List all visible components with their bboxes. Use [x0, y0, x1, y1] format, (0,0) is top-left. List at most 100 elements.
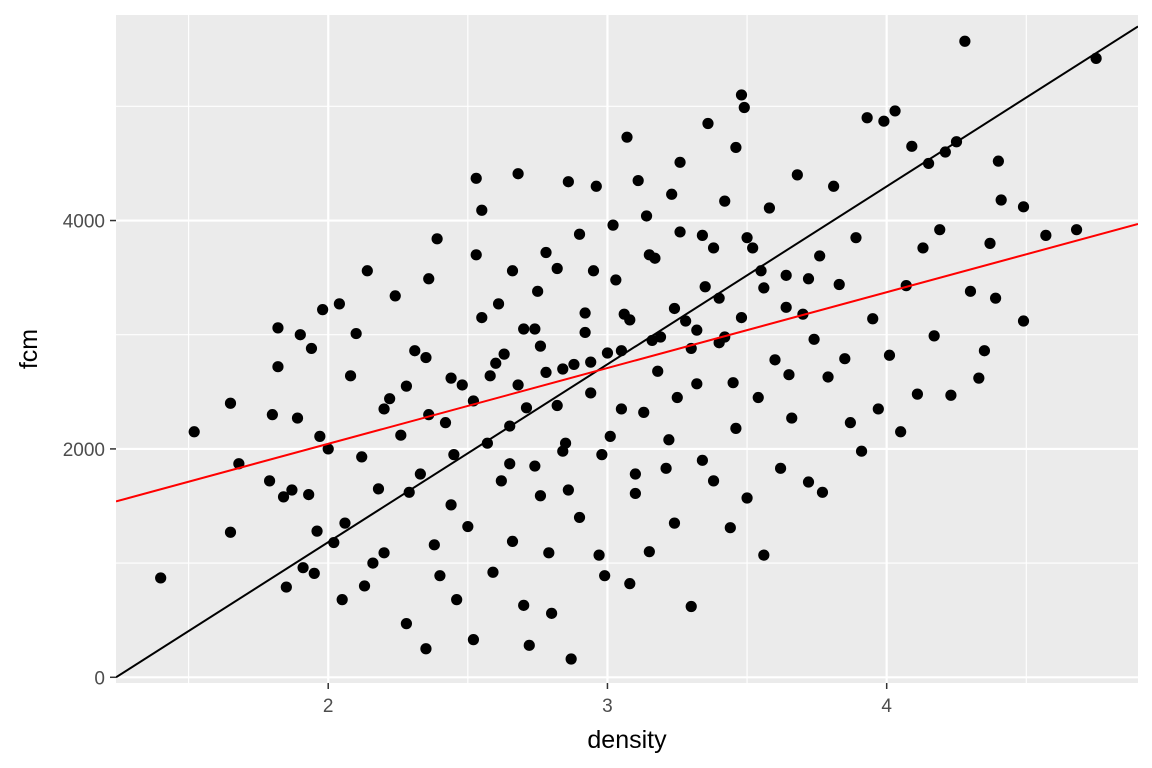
data-point: [850, 232, 862, 244]
data-point: [786, 412, 798, 424]
reference-line: [116, 25, 1138, 679]
data-point: [883, 349, 896, 361]
data-point: [780, 269, 792, 281]
data-point: [559, 437, 572, 449]
data-point: [420, 351, 432, 364]
data-point: [297, 562, 309, 574]
data-point: [724, 522, 736, 534]
data-point: [652, 365, 664, 377]
data-point: [989, 292, 1002, 304]
data-point: [308, 567, 320, 579]
data-point: [546, 607, 558, 619]
data-point: [504, 458, 516, 470]
data-point: [839, 353, 851, 365]
data-point: [590, 180, 602, 192]
data-point: [928, 330, 940, 342]
data-point: [911, 388, 924, 400]
data-point: [358, 580, 371, 592]
data-point: [587, 265, 600, 277]
data-point: [674, 156, 686, 168]
data-point: [551, 399, 563, 412]
x-axis-ticks: 2 3 4: [323, 683, 892, 717]
minor-gridlines: [116, 15, 1138, 683]
data-point: [400, 380, 413, 392]
y-tick-label: 0: [94, 668, 105, 689]
data-point: [520, 402, 533, 414]
data-point: [431, 233, 443, 245]
data-point: [562, 484, 574, 496]
data-point: [551, 262, 563, 275]
data-point: [451, 594, 463, 606]
data-point: [674, 226, 686, 238]
data-point: [959, 35, 971, 47]
data-point: [445, 499, 457, 511]
data-point: [601, 347, 614, 359]
data-point: [629, 468, 641, 480]
data-point: [361, 265, 373, 277]
x-tick-label: 2: [323, 696, 334, 717]
data-point: [448, 449, 460, 461]
data-point: [964, 285, 977, 297]
y-tick-label: 4000: [63, 212, 105, 233]
data-point: [384, 393, 396, 405]
data-point: [727, 377, 739, 389]
data-point: [565, 653, 577, 665]
data-point: [462, 520, 474, 533]
data-point: [540, 366, 552, 379]
data-point: [735, 89, 748, 101]
data-point: [280, 581, 292, 593]
x-axis-title: density: [587, 726, 667, 754]
data-point: [224, 526, 237, 538]
data-point: [730, 422, 742, 434]
data-point: [378, 403, 390, 415]
data-point: [629, 487, 641, 500]
data-point: [1017, 315, 1030, 327]
data-point: [596, 449, 608, 461]
data-point: [529, 323, 541, 335]
data-point: [439, 417, 452, 429]
data-point: [344, 370, 357, 382]
data-point: [671, 391, 683, 404]
data-point: [984, 237, 996, 249]
data-point: [599, 570, 611, 582]
data-point: [336, 594, 348, 606]
data-point: [506, 265, 519, 277]
data-point: [286, 484, 298, 496]
data-point: [607, 219, 619, 231]
data-point: [814, 250, 826, 262]
data-point: [780, 301, 792, 313]
data-point: [456, 379, 468, 391]
data-point: [822, 371, 834, 383]
data-point: [945, 389, 957, 401]
data-point: [593, 549, 605, 561]
data-point: [735, 311, 748, 324]
data-point: [573, 511, 586, 524]
data-point: [322, 443, 334, 455]
data-point: [621, 131, 633, 143]
data-point: [654, 331, 667, 343]
data-point: [470, 249, 482, 261]
data-point: [802, 273, 815, 285]
data-point: [624, 578, 636, 590]
data-point: [638, 406, 650, 418]
data-point: [155, 572, 167, 584]
data-point: [906, 140, 918, 152]
data-point: [707, 242, 720, 254]
data-point: [668, 302, 681, 315]
data-point: [579, 307, 591, 319]
data-point: [680, 315, 692, 327]
data-point: [828, 180, 840, 192]
data-point: [540, 246, 552, 259]
data-point: [188, 426, 200, 438]
data-point: [738, 101, 750, 114]
data-point: [389, 290, 401, 302]
data-point: [604, 430, 616, 442]
data-point: [518, 323, 530, 335]
data-point: [699, 281, 711, 293]
data-point: [272, 322, 284, 334]
data-point: [303, 488, 315, 501]
data-point: [562, 176, 574, 188]
y-tick-label: 2000: [63, 440, 105, 461]
data-point: [367, 557, 379, 569]
